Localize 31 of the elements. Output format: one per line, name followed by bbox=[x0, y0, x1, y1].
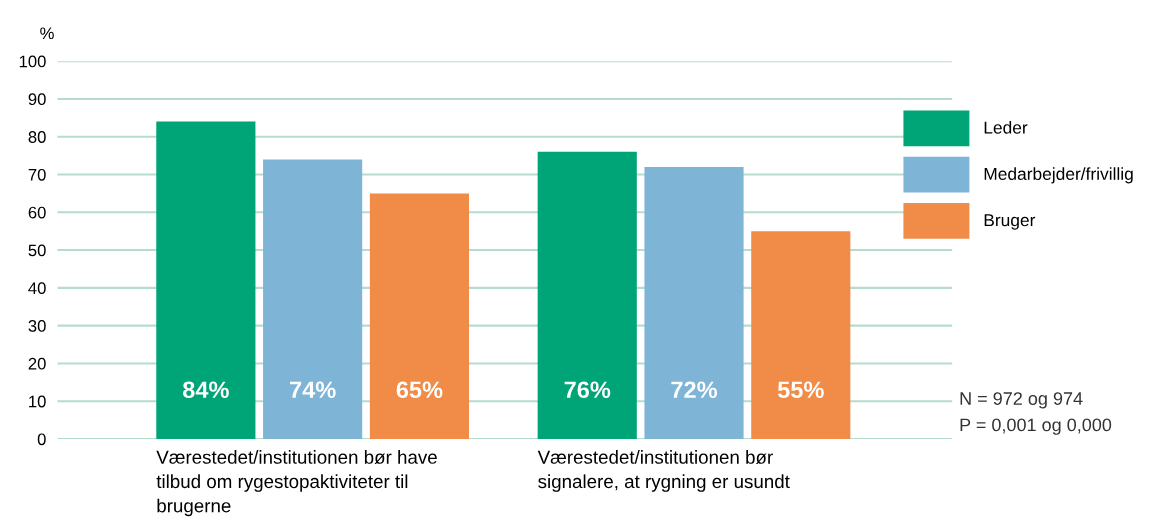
y-tick-label: 40 bbox=[28, 282, 46, 295]
bar bbox=[537, 151, 637, 439]
legend-label: Medarbejder/frivillig bbox=[984, 167, 1133, 184]
x-tick-label: Værestedet/institutionen bør have tilbud om rygestopaktiviteter til brugerne bbox=[156, 450, 437, 517]
data-label: 74% bbox=[290, 381, 336, 399]
y-tick-label: 10 bbox=[29, 395, 46, 408]
data-label: 55% bbox=[777, 381, 824, 399]
data-label: 84% bbox=[182, 381, 229, 399]
y-axis-title: % bbox=[40, 27, 54, 40]
y-tick-label: 90 bbox=[28, 93, 46, 106]
text: N = 972 og 974 bbox=[960, 392, 1083, 409]
y-tick-label: 80 bbox=[28, 131, 46, 143]
bar bbox=[751, 231, 851, 439]
x-tick-label: Værestedet/institutionen bør signalere, at rygning er usundt bbox=[537, 450, 790, 492]
bar bbox=[156, 121, 256, 439]
y-tick-label: 0 bbox=[37, 433, 46, 446]
bar bbox=[644, 166, 744, 439]
y-tick-label: 30 bbox=[28, 320, 46, 332]
y-tick-label: 20 bbox=[28, 357, 46, 370]
y-tick-label: 60 bbox=[28, 206, 46, 219]
data-label: 72% bbox=[671, 381, 718, 399]
bar bbox=[263, 159, 363, 439]
legend-label: Leder bbox=[984, 120, 1028, 134]
data-label: 76% bbox=[564, 381, 611, 399]
data-label: 65% bbox=[396, 381, 443, 399]
text: P = 0,001 og 0,000 bbox=[960, 418, 1112, 435]
bar bbox=[369, 193, 469, 439]
y-tick-label: 100 bbox=[19, 55, 46, 68]
legend-label: Bruger bbox=[984, 214, 1036, 230]
y-tick-label: 70 bbox=[28, 168, 46, 181]
y-tick-label: 50 bbox=[28, 244, 46, 257]
